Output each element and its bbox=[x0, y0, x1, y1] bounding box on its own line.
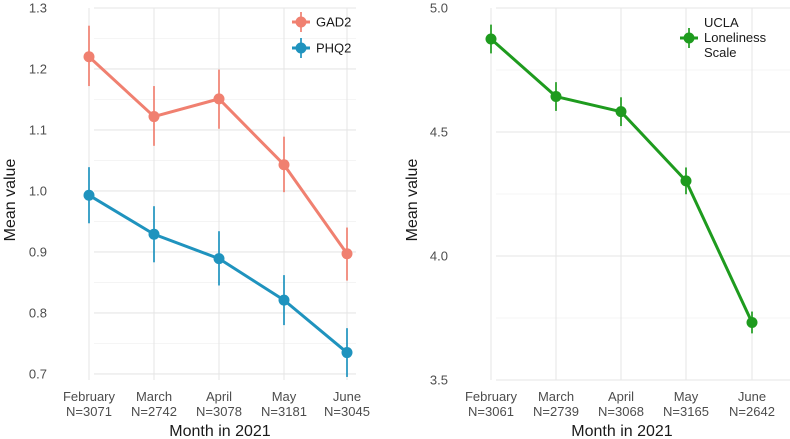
y-tick-label: 4.0 bbox=[430, 249, 448, 264]
y-tick-label: 1.1 bbox=[29, 122, 47, 137]
x-tick-sample-size: N=3068 bbox=[598, 404, 644, 419]
legend-key-point bbox=[295, 16, 307, 28]
x-axis-title: Month in 2021 bbox=[169, 423, 271, 439]
data-point bbox=[83, 189, 95, 201]
x-axis-title: Month in 2021 bbox=[571, 423, 673, 439]
series-line bbox=[87, 193, 349, 355]
x-tick-month-label: March bbox=[136, 389, 172, 404]
legend: GAD2 PHQ2 bbox=[292, 12, 351, 58]
data-point bbox=[746, 316, 758, 328]
legend-label: GAD2 bbox=[316, 15, 351, 30]
x-tick-sample-size: N=3045 bbox=[324, 404, 370, 419]
y-axis-title: Mean value bbox=[2, 159, 19, 242]
data-point bbox=[615, 106, 627, 118]
data-point bbox=[550, 91, 562, 103]
data-point bbox=[83, 51, 95, 63]
data-point bbox=[680, 175, 692, 187]
data-point bbox=[278, 294, 290, 306]
x-tick-month-label: February bbox=[63, 389, 116, 404]
grid bbox=[88, 7, 356, 380]
data-point bbox=[148, 111, 160, 123]
data-point bbox=[485, 33, 497, 45]
x-tick-month-label: February bbox=[465, 389, 518, 404]
y-tick-label: 0.9 bbox=[29, 244, 47, 259]
legend-label-line: Loneliness bbox=[704, 30, 767, 45]
x-tick-sample-size: N=3071 bbox=[66, 404, 112, 419]
x-tick-sample-size: N=2739 bbox=[533, 404, 579, 419]
legend-key-point bbox=[683, 32, 695, 44]
y-tick-label: 1.0 bbox=[29, 183, 47, 198]
grid bbox=[490, 7, 790, 381]
data-point bbox=[341, 248, 353, 260]
series-line bbox=[87, 55, 349, 256]
data-point bbox=[148, 228, 160, 240]
series-phq2 bbox=[83, 167, 353, 377]
legend-label: PHQ2 bbox=[316, 41, 351, 56]
legend-key bbox=[292, 12, 310, 32]
series-gad2 bbox=[83, 25, 353, 281]
x-tick-month-label: May bbox=[674, 389, 699, 404]
y-axis-title: Mean value bbox=[404, 159, 421, 242]
legend-label: UCLA Loneliness Scale bbox=[704, 15, 767, 60]
x-tick-month-label: May bbox=[272, 389, 297, 404]
y-tick-label: 5.0 bbox=[430, 1, 448, 16]
x-tick-month-label: April bbox=[608, 389, 634, 404]
data-point bbox=[213, 93, 225, 105]
x-tick-sample-size: N=3061 bbox=[468, 404, 514, 419]
x-tick-sample-size: N=2642 bbox=[729, 404, 775, 419]
y-tick-label: 3.5 bbox=[430, 373, 448, 388]
data-point bbox=[341, 347, 353, 359]
x-tick-month-label: April bbox=[206, 389, 232, 404]
y-tick-label: 0.7 bbox=[29, 366, 47, 381]
data-point bbox=[213, 253, 225, 265]
y-tick-label: 1.2 bbox=[29, 61, 47, 76]
series-ucla-loneliness-scale bbox=[485, 24, 758, 334]
y-tick-label: 0.8 bbox=[29, 305, 47, 320]
legend: UCLA Loneliness Scale bbox=[680, 15, 767, 60]
x-tick-month-label: June bbox=[333, 389, 361, 404]
y-tick-label: 4.5 bbox=[430, 125, 448, 140]
x-tick-month-label: June bbox=[738, 389, 766, 404]
legend-key bbox=[680, 28, 698, 48]
legend-key bbox=[292, 38, 310, 58]
x-tick-sample-size: N=3165 bbox=[663, 404, 709, 419]
x-tick-sample-size: N=3181 bbox=[261, 404, 307, 419]
legend-key-point bbox=[295, 42, 307, 54]
x-tick-sample-size: N=2742 bbox=[131, 404, 177, 419]
data-point bbox=[278, 159, 290, 171]
x-tick-month-label: March bbox=[538, 389, 574, 404]
y-tick-label: 1.3 bbox=[29, 1, 47, 16]
legend-label-line: Scale bbox=[704, 45, 737, 60]
legend-label-line: UCLA bbox=[704, 15, 739, 30]
x-tick-sample-size: N=3078 bbox=[196, 404, 242, 419]
